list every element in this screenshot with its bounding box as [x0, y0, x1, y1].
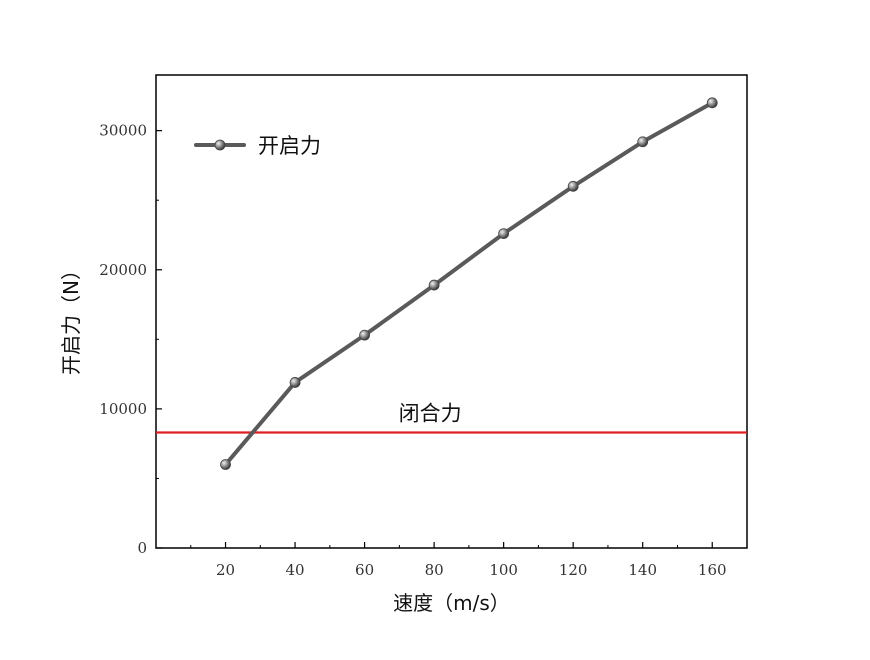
x-axis-ticks: 20 40 60 80 100 120 140 160 [190, 542, 727, 579]
x-tick-label: 60 [355, 561, 374, 579]
reference-line-label: 闭合力 [399, 402, 462, 426]
x-axis-title: 速度（m/s） [393, 591, 510, 615]
legend: 开启力 [194, 134, 321, 158]
data-point [220, 459, 231, 470]
x-tick-label: 80 [425, 561, 444, 579]
x-tick-label: 140 [628, 561, 657, 579]
data-point [637, 136, 649, 148]
y-axis-title: 开启力（N） [59, 260, 83, 375]
legend-marker [214, 139, 226, 151]
x-tick-label: 160 [698, 561, 727, 579]
y-tick-label: 30000 [99, 122, 147, 140]
data-point [498, 228, 510, 239]
reference-lines: 闭合力 [156, 402, 747, 434]
data-point [289, 377, 301, 388]
x-tick-label: 40 [286, 561, 305, 579]
series-layer [220, 97, 718, 470]
x-tick-label: 120 [559, 561, 588, 579]
y-tick-label: 10000 [99, 400, 147, 418]
x-tick-label: 20 [216, 561, 235, 579]
legend-label: 开启力 [258, 134, 321, 158]
y-axis-ticks: 0 10000 20000 30000 [99, 122, 162, 557]
plot-frame [155, 74, 748, 549]
data-point [428, 279, 440, 291]
x-tick-label: 100 [489, 561, 518, 579]
series-line [223, 100, 715, 467]
y-tick-label: 0 [137, 539, 147, 557]
data-point [706, 97, 718, 109]
y-tick-label: 20000 [99, 261, 147, 279]
data-point [567, 180, 579, 192]
data-point [359, 329, 370, 341]
